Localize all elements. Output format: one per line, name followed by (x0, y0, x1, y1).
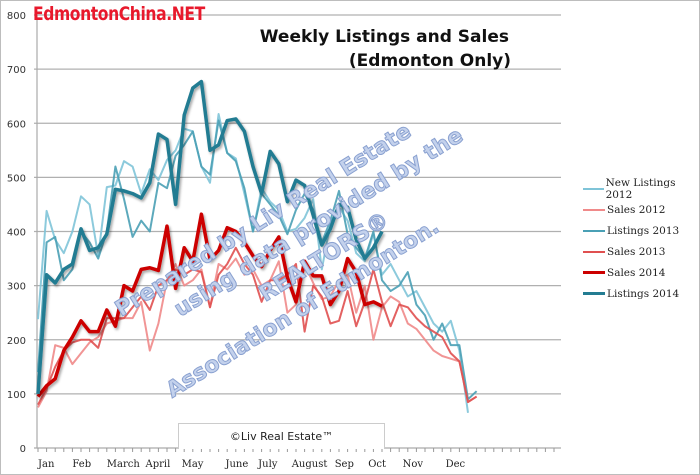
x-tick-label: July (257, 459, 278, 470)
x-tick-label: Oct (368, 459, 386, 470)
legend-label: Listings 2014 (607, 287, 680, 300)
y-tick-label: 800 (7, 11, 26, 22)
title: Weekly Listings and Sales (259, 27, 509, 47)
y-tick-label: 300 (7, 282, 26, 293)
y-tick-label: 200 (7, 336, 26, 347)
legend-item-listings-2013: Listings 2013 (583, 220, 699, 241)
legend-swatch (583, 229, 605, 232)
credit-box: ©Liv Real Estate™ (178, 423, 385, 449)
legend-swatch (583, 208, 605, 211)
x-tick-label: Sep (335, 459, 354, 470)
legend-label: Sales 2013 (607, 245, 666, 258)
legend-swatch (583, 292, 605, 295)
y-tick-label: 400 (7, 228, 26, 239)
x-tick-label: March (107, 459, 141, 470)
legend-label: Listings 2013 (607, 224, 680, 237)
legend-swatch (583, 187, 604, 190)
legend-item-new-listings-2012: New Listings 2012 (583, 176, 699, 201)
x-tick-label: Feb (72, 459, 91, 470)
subtitle: (Edmonton Only) (348, 51, 511, 71)
series-sales-2014 (36, 212, 383, 398)
chart-title: Weekly Listings and Sales (Edmonton Only… (259, 25, 511, 73)
legend-item-sales-2012: Sales 2012 (583, 199, 699, 220)
y-tick-labels: 0 100 200 300 400 500 600 700 800 (7, 11, 26, 455)
x-tick-label: Dec (446, 459, 466, 470)
legend: New Listings 2012 Sales 2012 Listings 2013… (583, 176, 699, 304)
legend-item-sales-2014: Sales 2014 (583, 262, 699, 283)
series-lines (36, 79, 478, 413)
x-tick-label: May (182, 459, 204, 470)
legend-swatch (583, 250, 605, 253)
y-tick-label: 500 (7, 173, 26, 184)
legend-item-sales-2013: Sales 2013 (583, 241, 699, 262)
x-tick-label: August (291, 459, 328, 470)
legend-label: New Listings 2012 (605, 176, 676, 201)
gridlines (34, 14, 561, 449)
y-tick-label: 0 (20, 444, 26, 455)
x-tick-label: June (224, 459, 248, 470)
legend-swatch (583, 271, 605, 274)
site-logo: EdmontonChina.NET (33, 3, 205, 25)
x-tick-label: Jan (37, 459, 55, 470)
series-sales-2012 (37, 257, 478, 408)
x-axis: Jan Feb March April May June July August Sep Oct N… (36, 15, 555, 470)
legend-item-listings-2014: Listings 2014 (583, 283, 699, 304)
y-tick-label: 700 (7, 65, 26, 76)
x-tick-label: Nov (403, 459, 424, 470)
series-listings-2014 (36, 79, 384, 395)
series-listings-2013 (37, 119, 478, 401)
legend-label: Sales 2012 (607, 203, 666, 216)
y-tick-label: 100 (7, 390, 26, 401)
y-tick-label: 600 (7, 119, 26, 130)
x-tick-label: April (145, 459, 171, 470)
legend-label: Sales 2014 (607, 266, 666, 279)
